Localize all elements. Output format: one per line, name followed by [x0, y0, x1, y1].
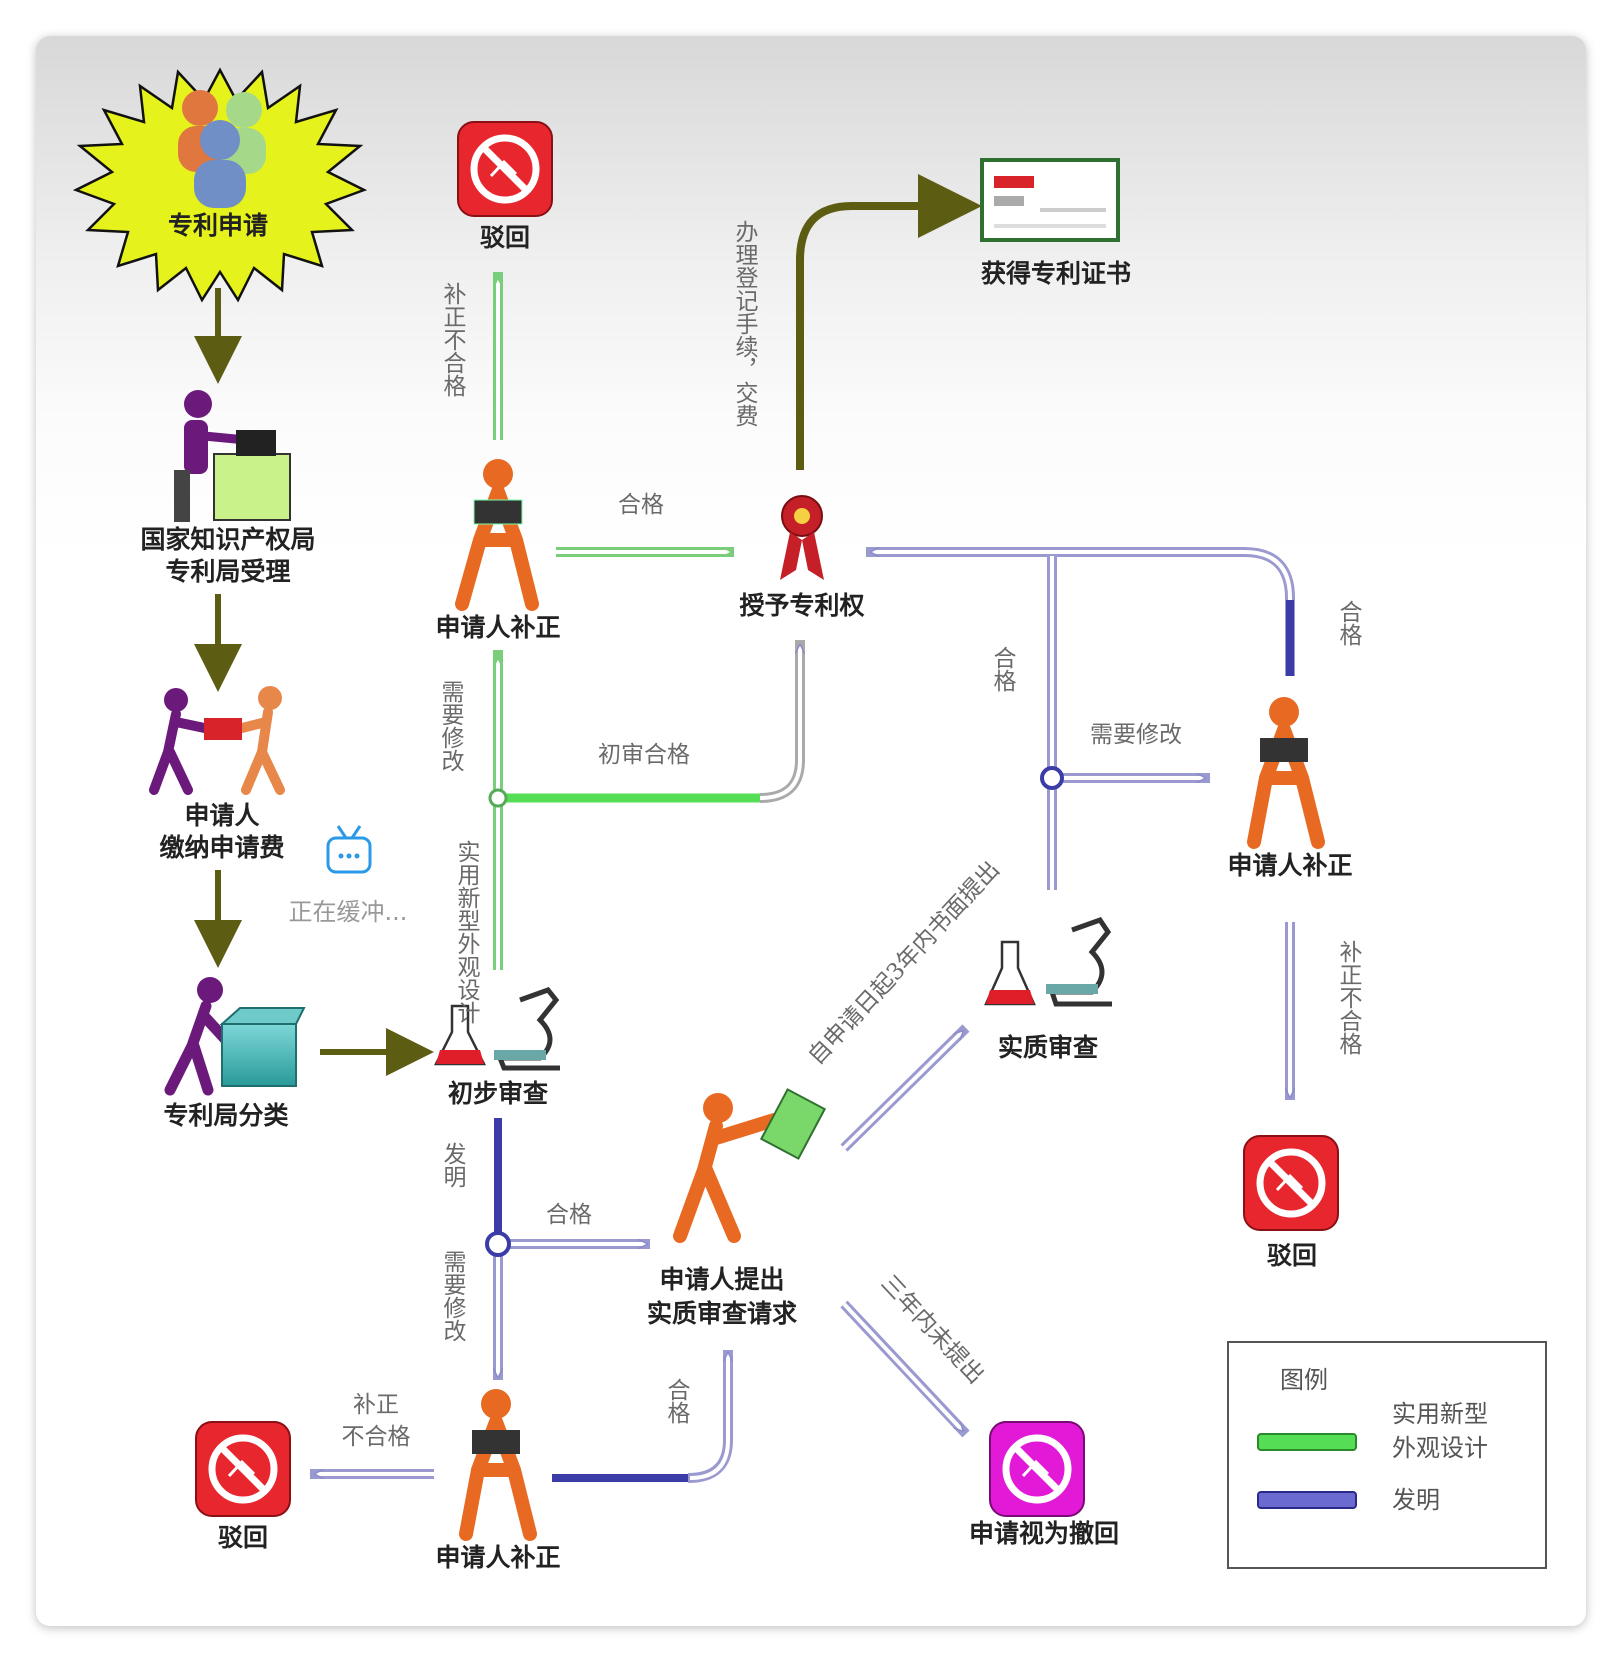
legend-green-line2: 外观设计	[1392, 1434, 1488, 1462]
legend-purple-swatch	[1257, 1491, 1357, 1509]
edge-amend-fail-top: 补正不合格	[439, 282, 467, 397]
person-with-books-icon	[459, 1389, 537, 1541]
amend-bottom-label: 申请人补正	[435, 1543, 560, 1572]
edge-no-request-3y: 三年内未提出	[876, 1270, 989, 1389]
utility-design-flow	[488, 640, 805, 970]
start-label: 专利申请	[168, 211, 268, 240]
prelim-label: 初步审查	[448, 1079, 548, 1108]
reject-top-node: 驳回	[457, 121, 553, 252]
legend-green-line1: 实用新型	[1392, 1400, 1488, 1428]
amend-top-node: 申请人补正	[435, 459, 561, 642]
edge-amend-fail-right: 补正不合格	[1335, 940, 1363, 1055]
patent-office-node: 国家知识产权局 专利局受理	[140, 390, 316, 586]
fee-label-line2: 缴纳申请费	[159, 833, 284, 862]
edge-need-modify-left: 需要修改	[437, 680, 465, 772]
edge-within-3-years: 自申请日起3年内书面提出	[803, 857, 1005, 1070]
clerk-at-desk-icon	[174, 390, 291, 522]
request-label-line1: 申请人提出	[659, 1265, 784, 1294]
request-node: 申请人提出 实质审查请求	[647, 1088, 827, 1328]
certificate-label: 获得专利证书	[981, 259, 1131, 288]
edge-amend-fail-bottom-line2: 不合格	[342, 1424, 411, 1450]
request-to-withdrawn	[840, 1300, 970, 1438]
grant-label: 授予专利权	[739, 591, 864, 620]
request-to-substantive	[840, 1024, 970, 1152]
legend-green-swatch	[1257, 1433, 1357, 1451]
reject-bottom-label: 驳回	[218, 1523, 268, 1552]
withdrawn-icon	[989, 1421, 1085, 1517]
certificate-node: 获得专利证书	[980, 158, 1131, 288]
edge-pass-right: 合格	[1335, 600, 1363, 646]
patent-application-node: 专利申请	[72, 67, 368, 303]
amend-top-label: 申请人补正	[435, 613, 560, 642]
amend-right-node: 申请人补正	[1227, 697, 1353, 880]
edge-amend-fail-bottom-line1: 补正	[353, 1392, 399, 1418]
certificate-icon	[980, 158, 1120, 242]
legend-purple-label: 发明	[1392, 1486, 1440, 1514]
edge-invention: 发明	[439, 1142, 467, 1188]
request-label-line2: 实质审查请求	[647, 1299, 797, 1328]
people-group-icon	[178, 90, 266, 208]
person-with-box-icon	[164, 977, 306, 1096]
reject-right-label: 驳回	[1267, 1241, 1317, 1270]
withdrawn-node: 申请视为撤回	[969, 1421, 1119, 1548]
edge-utility-design: 实用新型外观设计	[453, 840, 481, 1024]
reject-icon	[195, 1421, 291, 1517]
bottom-amend-to-request	[552, 1350, 733, 1483]
reject-top-label: 驳回	[480, 223, 530, 252]
handover-people-icon	[149, 686, 285, 795]
edge-pass-bottom: 合格	[663, 1378, 691, 1424]
edge-pass-top: 合格	[618, 492, 664, 518]
fee-label-line1: 申请人	[184, 801, 259, 830]
reject-icon	[1243, 1135, 1339, 1231]
left-column-arrows	[194, 288, 434, 1076]
grant-to-certificate	[796, 174, 982, 470]
buffering-overlay: 正在缓冲...	[289, 825, 408, 926]
substantive-label: 实质审查	[998, 1033, 1098, 1062]
substantive-exam-node: 实质审查	[984, 916, 1112, 1062]
person-with-books-icon	[455, 459, 539, 611]
edge-need-modify-bottom: 需要修改	[439, 1250, 467, 1342]
classify-label: 专利局分类	[163, 1101, 289, 1130]
lab-flask-microscope-icon	[984, 916, 1112, 1007]
office-label-line1: 国家知识产权局	[140, 525, 315, 554]
grant-node: 授予专利权	[739, 495, 865, 620]
tv-icon	[326, 825, 372, 874]
reject-right-node: 驳回	[1243, 1135, 1339, 1270]
classification-node: 专利局分类	[163, 977, 306, 1130]
edge-pass-mid: 合格	[546, 1202, 592, 1228]
lab-flask-microscope-icon	[433, 987, 560, 1071]
buffering-text: 正在缓冲...	[289, 898, 408, 926]
edge-need-modify-right: 需要修改	[1090, 722, 1182, 748]
invention-flow	[485, 1118, 650, 1380]
edge-register-fee: 办理登记手续，交费	[731, 220, 759, 427]
person-submitting-document-icon	[673, 1088, 827, 1243]
reject-bottom-node: 驳回	[195, 1421, 291, 1552]
legend: 图例 实用新型 外观设计 发明	[1227, 1341, 1547, 1569]
preliminary-exam-node: 初步审查	[433, 987, 560, 1108]
fee-payment-node: 申请人 缴纳申请费	[149, 686, 285, 862]
amend-bottom-node: 申请人补正	[435, 1389, 561, 1572]
office-label-line2: 专利局受理	[165, 557, 290, 586]
withdrawn-label: 申请视为撤回	[969, 1519, 1119, 1548]
amend-right-label: 申请人补正	[1227, 851, 1352, 880]
reject-icon	[457, 121, 553, 217]
edge-prelim-pass: 初审合格	[598, 742, 690, 768]
award-ribbon-icon	[780, 495, 824, 580]
legend-title: 图例	[1280, 1366, 1328, 1394]
edge-pass-substantive: 合格	[989, 646, 1017, 692]
person-with-books-icon	[1247, 697, 1325, 849]
purple-grant-return	[866, 547, 1295, 890]
